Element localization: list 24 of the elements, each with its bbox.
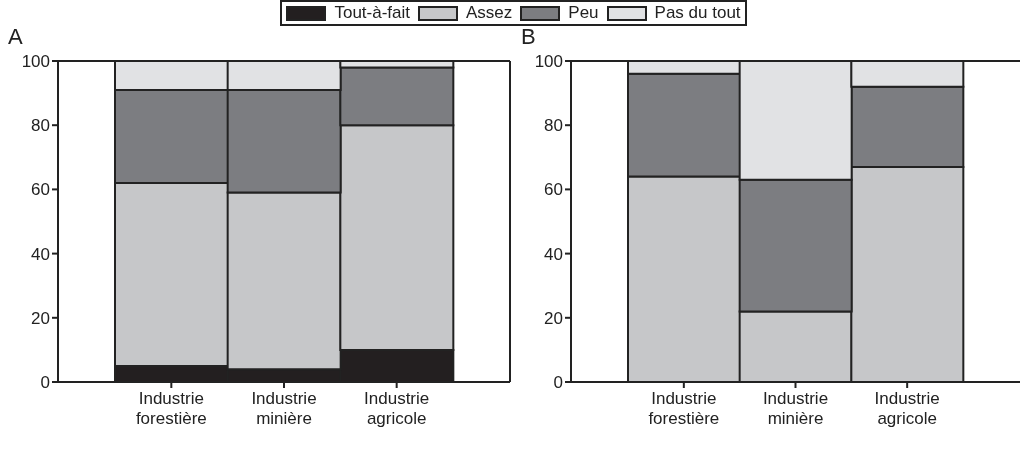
y-tick-label: 60	[31, 180, 50, 200]
y-tick-label: 20	[544, 308, 563, 328]
y-tick-label: 40	[31, 244, 50, 264]
legend-label: Tout-à-fait	[334, 3, 411, 23]
x-tick-label: Industrie minière	[251, 389, 317, 428]
x-tick-label: Industrie agricole	[874, 389, 940, 428]
chart-title: B	[521, 24, 536, 50]
y-tick-label: 20	[31, 308, 50, 328]
y-tick-label: 40	[544, 244, 563, 264]
legend-label: Peu	[568, 3, 599, 23]
y-tick-label: 60	[544, 180, 563, 200]
y-tick-label: 80	[544, 116, 563, 136]
legend-label: Assez	[466, 3, 513, 23]
x-tick-label: Industrie agricole	[364, 389, 430, 428]
y-tick-label: 80	[31, 116, 50, 136]
y-tick-label: 100	[21, 52, 50, 72]
y-tick-label: 0	[40, 373, 50, 393]
chart-title: A	[8, 24, 23, 50]
legend-label: Pas du tout	[654, 3, 741, 23]
x-tick-label: Industrie minière	[762, 389, 829, 428]
y-tick-label: 0	[553, 373, 563, 393]
y-tick-label: 100	[534, 52, 563, 72]
x-tick-label: Industrie forestière	[648, 389, 720, 428]
x-tick-label: Industrie forestière	[135, 389, 207, 428]
